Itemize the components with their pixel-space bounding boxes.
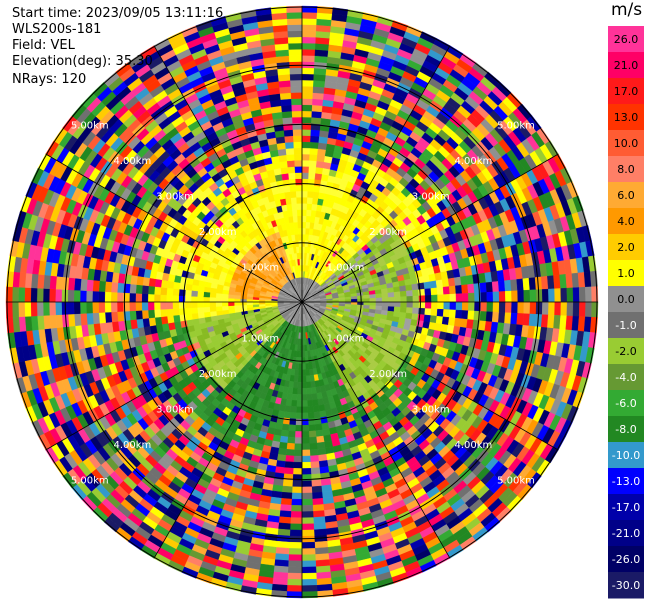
range-ring-label: 2.00km: [369, 227, 407, 238]
colorbar-swatch: [608, 260, 644, 287]
colorbar-swatch: [608, 156, 644, 183]
colorbar-swatch: [608, 208, 644, 235]
colorbar-swatch: [608, 572, 644, 599]
range-ring-label: 5.00km: [71, 120, 109, 131]
colorbar-tick-label: -17.0: [612, 501, 640, 514]
colorbar-tick-label: 21.0: [614, 59, 639, 72]
colorbar-tick-label: -30.0: [612, 579, 640, 592]
colorbar-tick-label: -4.0: [615, 371, 636, 384]
ppi-velocity-plot: 1.00km 1.00km 1.00km 1.00km 2.00km 2.00km 2.00…: [5, 5, 599, 599]
range-ring-label: 2.00km: [199, 369, 237, 380]
azimuth-spoke: [301, 301, 559, 451]
colorbar-swatch: [608, 416, 644, 443]
colorbar-swatch: [608, 78, 644, 105]
colorbar-swatch: [608, 104, 644, 131]
instrument-label: WLS200s-181: [12, 22, 102, 37]
colorbar-swatch: [608, 520, 644, 547]
range-ring-label: 5.00km: [497, 120, 535, 131]
range-ring-label: 1.00km: [327, 334, 365, 345]
colorbar-tick-label: -26.0: [612, 553, 640, 566]
colorbar-tick-label: -2.0: [615, 345, 636, 358]
colorbar-tick-label: 2.0: [617, 241, 635, 254]
range-ring-labels: 1.00km 1.00km 1.00km 1.00km 2.00km 2.00km 2.00…: [71, 120, 535, 486]
start-time-label: Start time: 2023/09/05 13:11:16: [12, 6, 224, 21]
azimuth-spokes: [6, 6, 598, 598]
range-ring-label: 2.00km: [369, 369, 407, 380]
colorbar-swatch: [608, 130, 644, 157]
azimuth-spoke: [301, 301, 451, 559]
colorbar-swatch: [608, 234, 644, 261]
colorbar-tick-label: -6.0: [615, 397, 636, 410]
field-label: Field: VEL: [12, 38, 75, 53]
nrays-label: NRays: 120: [12, 72, 87, 87]
range-ring-label: 4.00km: [114, 440, 152, 451]
range-ring-label: 4.00km: [454, 440, 492, 451]
range-ring-label: 5.00km: [497, 476, 535, 487]
colorbar-swatch: [608, 390, 644, 417]
range-ring-label: 3.00km: [156, 191, 194, 202]
range-ring-label: 3.00km: [156, 405, 194, 416]
colorbar-tick-label: 17.0: [614, 85, 639, 98]
colorbar-tick-label: 26.0: [614, 33, 639, 46]
azimuth-spoke: [45, 153, 303, 303]
colorbar-tick-label: -13.0: [612, 475, 640, 488]
colorbar-swatch: [608, 312, 644, 339]
colorbar-swatch: [608, 546, 644, 573]
range-ring-label: 5.00km: [71, 476, 109, 487]
colorbar-tick-label: -1.0: [615, 319, 636, 332]
colorbar-swatch: [608, 26, 644, 53]
colorbar-swatch: [608, 494, 644, 521]
velocity-wedges: [5, 5, 599, 599]
range-ring-label: 2.00km: [199, 227, 237, 238]
range-ring-label: 1.00km: [241, 262, 279, 273]
colorbar-swatch: [608, 52, 644, 79]
elevation-label: Elevation(deg): 35.30: [12, 54, 153, 69]
colorbar-tick-label: 1.0: [617, 267, 635, 280]
range-ring-label: 4.00km: [114, 156, 152, 167]
colorbar: 26.0 21.0 17.0 13.0 10.0 8.0 6.0 4.0 2.0 1.0 0.0 -1…: [608, 26, 644, 599]
range-ring-label: 1.00km: [327, 262, 365, 273]
colorbar-tick-label: 0.0: [617, 293, 635, 306]
range-ring-label: 1.00km: [241, 334, 279, 345]
azimuth-spoke: [153, 301, 303, 559]
colorbar-swatch: [608, 182, 644, 209]
colorbar-tick-label: 13.0: [614, 111, 639, 124]
colorbar-tick-label: -21.0: [612, 527, 640, 540]
range-ring-label: 4.00km: [454, 156, 492, 167]
azimuth-spoke: [153, 45, 303, 303]
colorbar-swatch: [608, 442, 644, 469]
colorbar-swatch: [608, 338, 644, 365]
colorbar-swatch: [608, 468, 644, 495]
range-ring-label: 3.00km: [412, 191, 450, 202]
colorbar-tick-label: 10.0: [614, 137, 639, 150]
colorbar-tick-label: 6.0: [617, 189, 635, 202]
colorbar-swatch: [608, 364, 644, 391]
azimuth-spoke: [301, 45, 451, 303]
colorbar-tick-label: -10.0: [612, 449, 640, 462]
colorbar-unit: m/s: [611, 0, 643, 20]
azimuth-spoke: [45, 301, 303, 451]
colorbar-tick-label: 4.0: [617, 215, 635, 228]
range-ring-label: 3.00km: [412, 405, 450, 416]
colorbar-tick-label: 8.0: [617, 163, 635, 176]
azimuth-spoke: [301, 153, 559, 303]
colorbar-swatch: [608, 286, 644, 313]
colorbar-tick-label: -8.0: [615, 423, 636, 436]
